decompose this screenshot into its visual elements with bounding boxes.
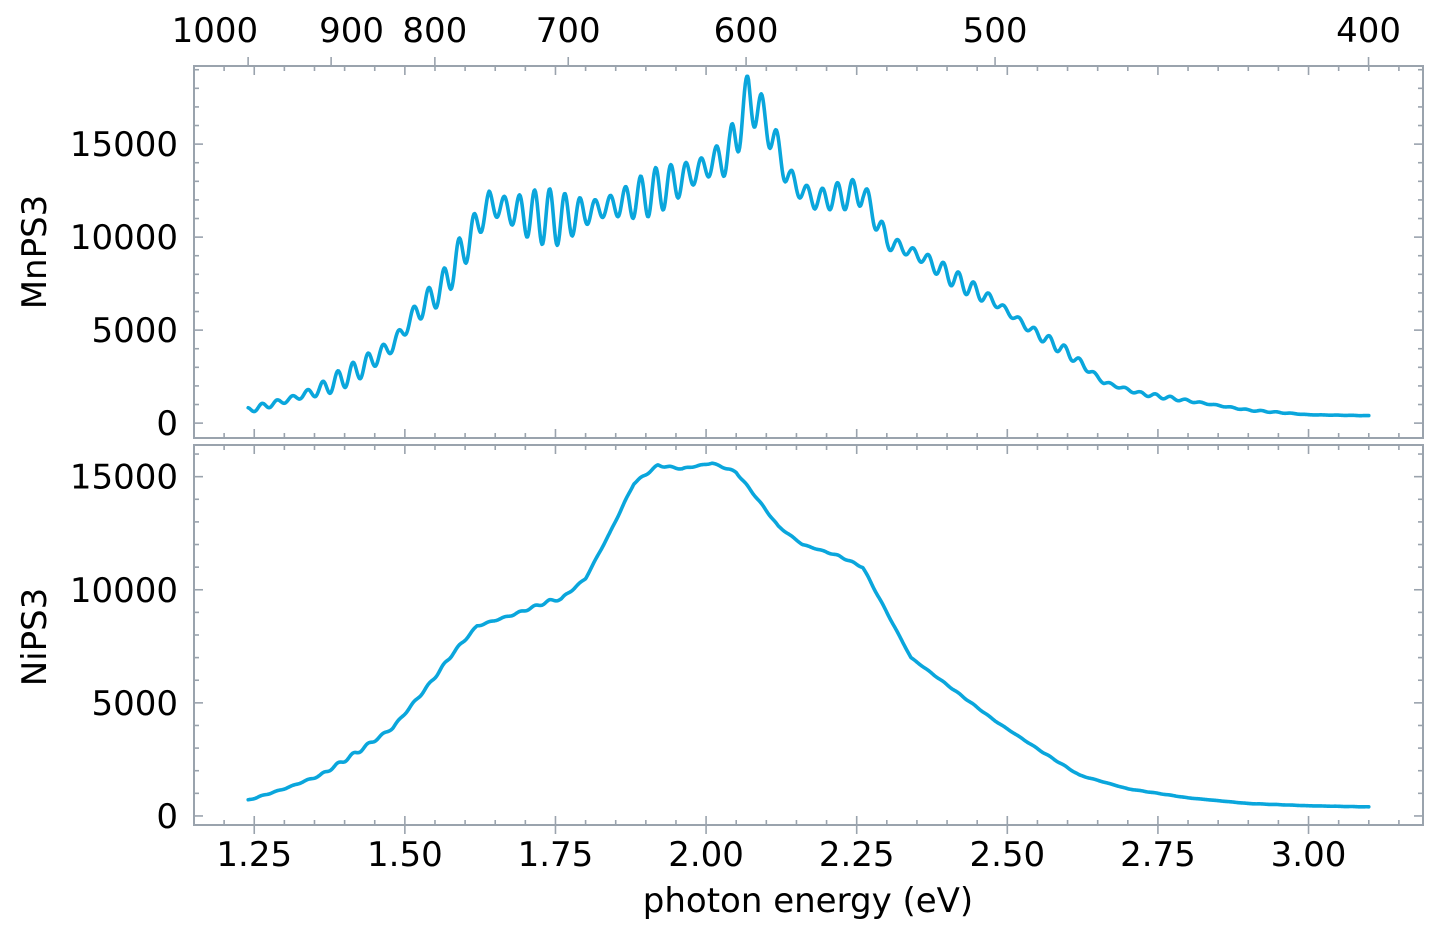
xtick-label-2.00: 2.00 — [668, 835, 744, 875]
panel-nips3-frame — [193, 444, 1424, 826]
ytick-label-0: 0 — [156, 797, 178, 837]
xtick-label-2.25: 2.25 — [819, 835, 895, 875]
top-tick-label-400: 400 — [1336, 11, 1401, 51]
ytick-label-0: 0 — [156, 404, 178, 444]
ytick-label-15000: 15000 — [70, 458, 178, 498]
top-tick-label-700: 700 — [536, 11, 601, 51]
xtick-label-2.75: 2.75 — [1120, 835, 1196, 875]
xtick-label-1.50: 1.50 — [367, 835, 443, 875]
ytick-label-10000: 10000 — [70, 218, 178, 258]
top-wavelength-axis: 1000 900 800 700 600 500 400 — [172, 11, 1401, 66]
top-tick-label-600: 600 — [714, 11, 779, 51]
mnps3-spectrum-line — [246, 74, 1371, 418]
xtick-label-1.25: 1.25 — [216, 835, 292, 875]
ytick-label-15000: 15000 — [70, 125, 178, 165]
top-tick-label-500: 500 — [963, 11, 1028, 51]
ytick-label-5000: 5000 — [91, 684, 178, 724]
ytick-label-5000: 5000 — [91, 311, 178, 351]
panel-mnps3-frame — [193, 65, 1424, 439]
xtick-label-1.75: 1.75 — [518, 835, 594, 875]
nips3-spectrum-line — [246, 461, 1371, 809]
xtick-label-2.50: 2.50 — [969, 835, 1045, 875]
xlabel: photon energy (eV) — [643, 881, 973, 921]
mnps3-ylabel: MnPS3 — [15, 195, 55, 310]
ytick-label-10000: 10000 — [70, 571, 178, 611]
photon-energy-axis: 1.25 1.50 1.75 2.00 2.25 2.50 2.75 3.00 — [216, 825, 1346, 875]
panel-nips3-ticks: 0 5000 10000 15000 — [70, 445, 1423, 837]
top-tick-label-900: 900 — [319, 11, 384, 51]
panel-mnps3-ticks: 0 5000 10000 15000 — [70, 66, 1423, 444]
top-tick-label-800: 800 — [402, 11, 467, 51]
top-tick-label-1000: 1000 — [172, 11, 259, 51]
panel-mnps3: 0 5000 10000 15000 MnPS3 — [15, 65, 1424, 444]
panel-nips3: 0 5000 10000 15000 NiPS3 — [15, 444, 1424, 837]
xtick-label-3.00: 3.00 — [1271, 835, 1347, 875]
nips3-ylabel: NiPS3 — [15, 588, 55, 687]
